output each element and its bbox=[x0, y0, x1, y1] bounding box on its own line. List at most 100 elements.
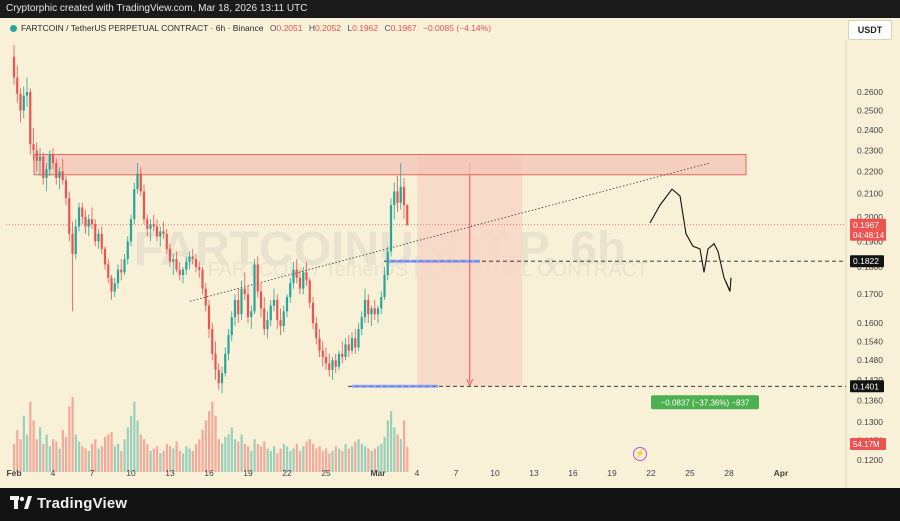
candle-body bbox=[175, 259, 178, 270]
candle-body bbox=[237, 299, 240, 315]
volume-bar bbox=[100, 446, 103, 472]
candle-body bbox=[305, 272, 308, 281]
time-tick-label: 25 bbox=[321, 468, 331, 478]
volume-bar bbox=[214, 415, 217, 472]
candle-body bbox=[139, 173, 142, 192]
volume-bar bbox=[81, 446, 84, 472]
candle-body bbox=[94, 224, 97, 242]
candle-body bbox=[402, 186, 406, 206]
price-tick-label: 0.1300 bbox=[857, 417, 883, 427]
time-tick-label: 16 bbox=[568, 468, 578, 478]
last-price-badge bbox=[850, 218, 886, 241]
price-axis-panel bbox=[846, 18, 900, 488]
candle-body bbox=[341, 353, 344, 357]
candle-body bbox=[152, 224, 155, 227]
lightning-event-icon[interactable]: ⚡ bbox=[633, 447, 647, 461]
candle-body bbox=[285, 297, 289, 312]
candle-body bbox=[318, 338, 321, 351]
candle-body bbox=[272, 299, 276, 306]
neckline-price-label-badge bbox=[850, 255, 884, 268]
candle-body bbox=[367, 299, 370, 315]
candle-body bbox=[71, 233, 74, 254]
low-value: 0.1962 bbox=[352, 23, 379, 33]
candle-body bbox=[116, 269, 120, 284]
candle-body bbox=[259, 291, 263, 309]
time-tick-label: 19 bbox=[243, 468, 253, 478]
volume-last-label: 54.17M bbox=[853, 440, 880, 449]
volume-bar bbox=[357, 439, 360, 472]
time-tick-label: 10 bbox=[490, 468, 500, 478]
time-tick-label: 4 bbox=[415, 468, 420, 478]
tradingview-logo[interactable]: TradingView bbox=[10, 495, 127, 512]
candle-body bbox=[386, 251, 389, 276]
time-tick-label: 10 bbox=[126, 468, 136, 478]
price-tick-label: 0.1900 bbox=[857, 236, 883, 246]
volume-last-badge bbox=[850, 438, 886, 450]
volume-bar bbox=[344, 443, 347, 472]
volume-bar bbox=[403, 420, 406, 472]
volume-bar bbox=[61, 429, 64, 472]
candle-body bbox=[344, 344, 347, 357]
volume-bar bbox=[133, 401, 136, 472]
volume-bar bbox=[29, 401, 32, 472]
high-key: H bbox=[308, 23, 315, 33]
volume-bar bbox=[364, 446, 367, 472]
candle-body bbox=[123, 259, 126, 273]
time-tick-label: 22 bbox=[282, 468, 292, 478]
price-chart[interactable]: FARTCOINUSDT.P, 6h FARTCOIN / TetherUS PE… bbox=[0, 18, 900, 488]
footer-bar: TradingView bbox=[0, 488, 900, 521]
candle-body bbox=[295, 269, 298, 278]
time-tick-label: Apr bbox=[774, 468, 789, 478]
volume-bar bbox=[208, 411, 211, 472]
time-tick-label: 19 bbox=[607, 468, 617, 478]
candle-body bbox=[35, 150, 38, 161]
candle-body bbox=[350, 338, 354, 351]
currency-unit-button[interactable]: USDT bbox=[848, 20, 892, 40]
volume-bar bbox=[146, 443, 149, 472]
volume-bar bbox=[308, 439, 311, 472]
candle-body bbox=[363, 299, 367, 318]
volume-bar bbox=[152, 448, 155, 472]
volume-bar bbox=[334, 446, 337, 472]
volume-bar bbox=[78, 441, 81, 472]
candle-body bbox=[376, 308, 380, 315]
candle-body bbox=[321, 350, 324, 357]
candle-body bbox=[68, 198, 71, 234]
candle-body bbox=[16, 77, 19, 94]
volume-bar bbox=[286, 446, 289, 472]
time-tick-label: Mar bbox=[370, 468, 386, 478]
candle-body bbox=[292, 269, 295, 284]
candle-body bbox=[81, 207, 84, 217]
time-tick-label: 7 bbox=[454, 468, 459, 478]
last-price-label: 0.1967 bbox=[853, 220, 879, 230]
volume-bar bbox=[247, 446, 250, 472]
time-tick-label: 4 bbox=[51, 468, 56, 478]
candle-body bbox=[217, 369, 220, 384]
candle-body bbox=[373, 308, 376, 315]
volume-bar bbox=[169, 446, 172, 472]
price-tick-label: 0.1600 bbox=[857, 318, 883, 328]
candle-body bbox=[136, 173, 139, 190]
time-tick-label: Feb bbox=[6, 468, 21, 478]
candle-body bbox=[61, 171, 64, 181]
time-tick-label: 16 bbox=[204, 468, 214, 478]
candle-body bbox=[276, 299, 279, 321]
candle-body bbox=[289, 283, 292, 298]
price-tick-label: 0.1540 bbox=[857, 336, 883, 346]
volume-bar bbox=[331, 450, 334, 472]
volume-bar bbox=[126, 427, 129, 472]
volume-bar bbox=[279, 448, 282, 472]
candle-body bbox=[308, 280, 311, 303]
volume-bar bbox=[26, 434, 29, 472]
volume-bar bbox=[390, 411, 393, 472]
price-tick-label: 0.2100 bbox=[857, 189, 883, 199]
candle-body bbox=[181, 269, 185, 276]
volume-bar bbox=[399, 439, 402, 472]
volume-bar bbox=[373, 448, 376, 472]
candle-body bbox=[38, 156, 42, 161]
chart-frame: FARTCOINUSDT.P, 6h FARTCOIN / TetherUS PE… bbox=[0, 18, 900, 488]
candle-body bbox=[84, 216, 87, 227]
candle-body bbox=[328, 363, 331, 370]
candle-body bbox=[331, 360, 334, 370]
candle-body bbox=[129, 219, 133, 242]
